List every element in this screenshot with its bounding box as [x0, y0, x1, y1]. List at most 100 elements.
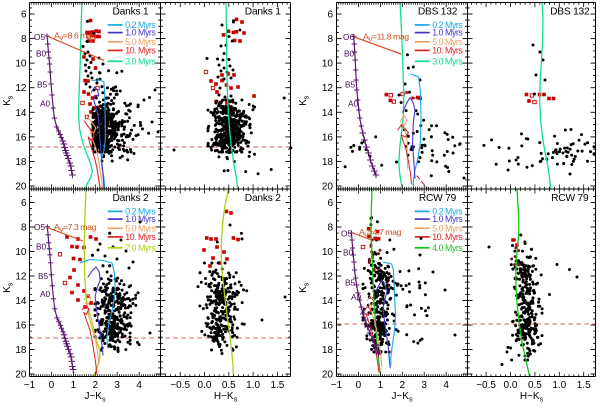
svg-text:−1: −1	[24, 380, 36, 391]
svg-text:H−Ks: H−Ks	[214, 391, 238, 404]
svg-text:18: 18	[322, 345, 334, 356]
svg-text:20: 20	[15, 370, 27, 381]
svg-text:14: 14	[15, 296, 27, 307]
svg-text:6: 6	[21, 198, 27, 209]
svg-text:J−Ks: J−Ks	[84, 391, 106, 404]
svg-text:3.0 Myrs: 3.0 Myrs	[125, 56, 156, 66]
svg-text:Danks 1: Danks 1	[245, 7, 282, 18]
svg-text:8: 8	[21, 223, 27, 234]
svg-text:0.2 Myrs: 0.2 Myrs	[125, 206, 156, 216]
svg-text:4: 4	[443, 380, 449, 391]
svg-text:B5: B5	[345, 278, 356, 288]
svg-text:1.0 Myrs: 1.0 Myrs	[432, 28, 463, 38]
svg-text:12: 12	[15, 83, 27, 94]
svg-text:O6: O6	[343, 32, 354, 42]
svg-text:10. Myrs: 10. Myrs	[432, 45, 463, 55]
svg-text:16: 16	[322, 321, 334, 332]
svg-text:10: 10	[15, 247, 27, 258]
svg-text:0.2 Myrs: 0.2 Myrs	[432, 20, 463, 30]
svg-text:18: 18	[322, 157, 334, 168]
svg-text:AV=11.8 mag: AV=11.8 mag	[363, 32, 409, 44]
svg-text:5.0 Myrs: 5.0 Myrs	[125, 223, 156, 233]
svg-text:O5: O5	[341, 229, 352, 239]
svg-text:Ks: Ks	[2, 282, 15, 293]
svg-text:10: 10	[322, 247, 334, 258]
svg-text:0: 0	[356, 380, 362, 391]
svg-text:6: 6	[21, 10, 27, 21]
svg-text:10: 10	[322, 59, 334, 70]
svg-text:B5: B5	[345, 80, 356, 90]
svg-text:20: 20	[322, 370, 334, 381]
svg-text:RCW 79: RCW 79	[551, 193, 589, 204]
svg-text:−0.5: −0.5	[476, 380, 496, 391]
svg-text:Danks 2: Danks 2	[113, 193, 150, 204]
svg-text:−1: −1	[331, 380, 343, 391]
svg-text:20: 20	[15, 182, 27, 193]
svg-text:1.0: 1.0	[552, 380, 566, 391]
svg-text:14: 14	[322, 296, 334, 307]
svg-text:5.0 Myrs: 5.0 Myrs	[432, 223, 463, 233]
svg-text:3: 3	[421, 380, 427, 391]
svg-text:0.0: 0.0	[198, 380, 212, 391]
svg-text:Danks 1: Danks 1	[113, 7, 150, 18]
svg-text:6: 6	[327, 10, 333, 21]
svg-text:12: 12	[322, 83, 334, 94]
svg-text:A0: A0	[348, 99, 359, 109]
svg-text:0.0: 0.0	[504, 380, 518, 391]
svg-text:2: 2	[93, 380, 99, 391]
svg-text:16: 16	[15, 321, 27, 332]
svg-text:A0: A0	[40, 289, 51, 299]
svg-text:3: 3	[114, 380, 120, 391]
svg-text:20: 20	[322, 182, 334, 193]
svg-text:1.0 Myrs: 1.0 Myrs	[125, 28, 156, 38]
svg-text:Ks: Ks	[2, 95, 15, 106]
svg-text:5.0 Myrs: 5.0 Myrs	[432, 37, 463, 47]
svg-text:0.5: 0.5	[528, 380, 542, 391]
svg-text:5.0 Myrs: 5.0 Myrs	[125, 37, 156, 47]
svg-text:1.5: 1.5	[577, 380, 591, 391]
svg-text:B5: B5	[37, 80, 48, 90]
svg-text:B5: B5	[38, 271, 49, 281]
svg-text:J−Ks: J−Ks	[391, 391, 413, 404]
svg-text:AV=4.7 mag: AV=4.7 mag	[359, 227, 401, 239]
svg-text:8: 8	[327, 34, 333, 45]
svg-text:4: 4	[136, 380, 142, 391]
svg-text:O5: O5	[34, 222, 45, 232]
svg-text:10: 10	[15, 59, 27, 70]
svg-text:0: 0	[49, 380, 55, 391]
svg-text:18: 18	[15, 157, 27, 168]
svg-text:10. Myrs: 10. Myrs	[432, 232, 463, 242]
svg-text:6: 6	[327, 198, 333, 209]
svg-text:16: 16	[15, 132, 27, 143]
svg-text:1.0 Myrs: 1.0 Myrs	[125, 214, 156, 224]
svg-text:10. Myrs: 10. Myrs	[125, 232, 156, 242]
svg-text:RCW 79: RCW 79	[419, 193, 457, 204]
svg-text:Ks: Ks	[298, 282, 311, 293]
svg-text:O5: O5	[34, 32, 45, 42]
svg-text:DBS 132: DBS 132	[550, 7, 590, 18]
svg-text:4.0 Myrs: 4.0 Myrs	[432, 243, 463, 253]
svg-text:8: 8	[21, 34, 27, 45]
svg-text:2: 2	[400, 380, 406, 391]
svg-text:Danks 2: Danks 2	[245, 193, 282, 204]
svg-text:AV=8.6 mag: AV=8.6 mag	[54, 31, 96, 43]
svg-text:B0: B0	[36, 242, 47, 252]
svg-text:B0: B0	[344, 49, 355, 59]
svg-text:0.2 Myrs: 0.2 Myrs	[432, 206, 463, 216]
svg-text:8: 8	[327, 223, 333, 234]
svg-text:10. Myrs: 10. Myrs	[125, 45, 156, 55]
svg-text:DBS 132: DBS 132	[418, 7, 458, 18]
svg-text:3.0 Myrs: 3.0 Myrs	[432, 56, 463, 66]
svg-text:−0.5: −0.5	[170, 380, 190, 391]
svg-text:1: 1	[378, 380, 384, 391]
svg-text:16: 16	[322, 132, 334, 143]
svg-text:12: 12	[15, 272, 27, 283]
svg-text:0.2 Myrs: 0.2 Myrs	[125, 20, 156, 30]
svg-text:A0: A0	[40, 99, 51, 109]
svg-text:B0: B0	[36, 49, 47, 59]
svg-text:0.5: 0.5	[222, 380, 236, 391]
svg-text:AV=7.3 mag: AV=7.3 mag	[54, 222, 96, 234]
svg-text:A0: A0	[351, 292, 362, 302]
svg-text:Ks: Ks	[298, 95, 311, 106]
svg-text:H−Ks: H−Ks	[520, 391, 544, 404]
